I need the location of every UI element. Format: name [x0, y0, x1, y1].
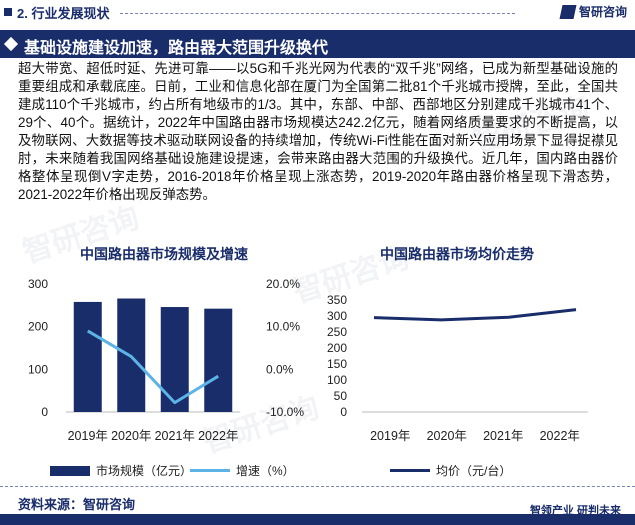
x-tick-label: 2021年 — [483, 429, 523, 443]
y-right-tick-label: -10.0% — [266, 405, 304, 419]
x-tick-label: 2022年 — [540, 429, 580, 443]
legend-bar-swatch — [50, 465, 90, 476]
y-tick-label: 300 — [327, 309, 347, 323]
y-tick-label: 0 — [340, 405, 347, 419]
y-right-tick-label: 0.0% — [266, 362, 294, 376]
y-tick-label: 150 — [327, 357, 347, 371]
top-bar: 2. 行业发展现状 智研咨询 — [0, 0, 635, 26]
x-tick-label: 2019年 — [370, 429, 410, 443]
bottom-divider — [0, 486, 635, 487]
y-left-tick-label: 100 — [28, 362, 48, 376]
y-right-tick-label: 20.0% — [266, 277, 300, 291]
legend-line-label: 增速（%） — [236, 464, 295, 478]
y-tick-label: 50 — [334, 389, 348, 403]
y-tick-label: 350 — [327, 293, 347, 307]
legend-bar-label: 市场规模（亿元） — [96, 464, 193, 478]
legend-line-swatch — [190, 469, 230, 472]
legend-price-swatch — [390, 469, 430, 472]
price-line — [373, 308, 577, 322]
brand: 智研咨询 — [559, 3, 627, 20]
x-tick-label: 2020年 — [111, 429, 151, 443]
y-right-tick-label: 10.0% — [266, 320, 300, 334]
growth-line — [86, 329, 220, 405]
divider — [120, 13, 515, 14]
bar — [73, 301, 102, 412]
section-square-icon — [4, 8, 12, 16]
chart1-legend-line: 增速（%） — [190, 462, 295, 479]
y-tick-label: 200 — [327, 341, 347, 355]
source-note: 资料来源：智研咨询 — [18, 497, 136, 512]
chart2-legend: 均价（元/台） — [390, 462, 511, 479]
y-tick-label: 100 — [327, 373, 347, 387]
legend-price-label: 均价（元/台） — [436, 464, 512, 478]
x-tick-label: 2020年 — [427, 429, 467, 443]
footer-bar — [0, 514, 635, 525]
brand-name: 智研咨询 — [578, 5, 627, 19]
x-tick-label: 2021年 — [155, 429, 195, 443]
y-left-tick-label: 0 — [41, 405, 48, 419]
section-title: 2. 行业发展现状 — [17, 6, 110, 21]
chart2-title: 中国路由器市场均价走势 — [380, 246, 534, 262]
banner-title: 基础设施建设加速，路由器大范围升级换代 — [24, 40, 329, 57]
chart1-title: 中国路由器市场规模及增速 — [80, 246, 248, 262]
bar — [204, 308, 233, 412]
section-banner: 基础设施建设加速，路由器大范围升级换代 — [0, 30, 635, 58]
body-paragraph: 超大带宽、超低时延、先进可靠——以5G和千兆光网为代表的“双千兆”网络，已成为新… — [18, 61, 618, 202]
y-left-tick-label: 300 — [28, 277, 48, 291]
x-tick-label: 2022年 — [198, 429, 238, 443]
chart1-legend-bar: 市场规模（亿元） — [50, 462, 192, 479]
y-left-tick-label: 200 — [28, 320, 48, 334]
x-tick-label: 2019年 — [68, 429, 108, 443]
y-tick-label: 250 — [327, 325, 347, 339]
